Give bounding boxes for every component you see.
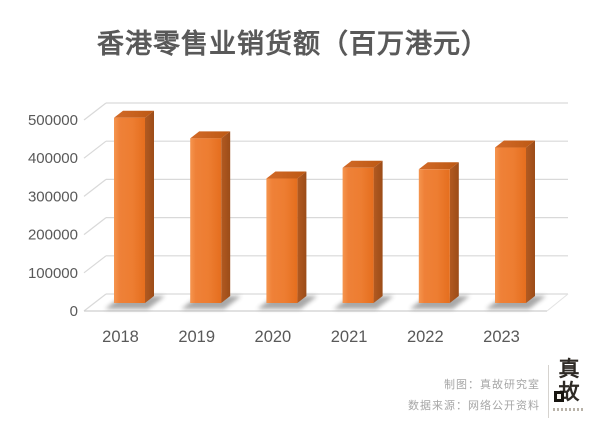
bar-side-face	[297, 171, 307, 303]
y-axis-label-300000: 300000	[28, 188, 78, 205]
y-axis-label-100000: 100000	[28, 265, 78, 282]
bar-side-face	[145, 110, 154, 303]
bar-side-face	[373, 160, 383, 303]
bar-2018	[105, 110, 165, 309]
bar-top-face	[114, 110, 154, 118]
y-axis-label-400000: 400000	[28, 150, 78, 167]
logo-char-1: 真	[558, 358, 580, 381]
bar-top-face	[418, 162, 459, 170]
bar-2019	[181, 131, 242, 309]
bar-2022	[409, 162, 470, 309]
credit-text: 制图：真故研究室	[444, 379, 540, 391]
zhengu-logo: 真 故	[553, 358, 585, 420]
x-axis-label-2021: 2021	[331, 328, 368, 346]
bar-side-face	[449, 162, 459, 303]
bar-front-face	[190, 138, 222, 303]
bar-front-face	[495, 147, 526, 303]
gridline-slant	[83, 293, 107, 312]
gridline-slant	[83, 217, 107, 236]
bar-top-face	[342, 160, 383, 168]
x-axis-label-2022: 2022	[407, 328, 444, 346]
bar-front-face	[114, 117, 145, 303]
y-axis-label-0: 0	[70, 303, 78, 320]
footer-divider	[548, 365, 549, 418]
bar-front-face	[266, 178, 298, 303]
y-axis-label-200000: 200000	[28, 227, 78, 244]
gridline-slant	[83, 140, 107, 159]
bar-2023	[486, 140, 546, 309]
floor-right-edge	[546, 293, 569, 312]
x-axis-label-2019: 2019	[178, 328, 215, 346]
chart-title: 香港零售业销货额（百万港元）	[97, 29, 489, 59]
bar-side-face	[221, 131, 231, 303]
data-source-text: 数据来源：网络公开资料	[408, 400, 540, 412]
gridline-slant	[83, 102, 107, 121]
gridline-slant	[83, 178, 107, 197]
bar-2020	[257, 171, 318, 309]
bar-front-face	[418, 169, 450, 303]
bar-side-face	[526, 140, 535, 303]
logo-seal-mark	[557, 394, 561, 399]
bar-2021	[333, 160, 394, 309]
x-axis-label-2020: 2020	[255, 328, 292, 346]
gridline-slant	[83, 255, 107, 274]
bar-front-face	[342, 167, 374, 303]
y-axis-label-500000: 500000	[28, 112, 78, 129]
bar-top-face	[266, 171, 307, 179]
x-axis-label-2018: 2018	[102, 328, 139, 346]
x-axis-label-2023: 2023	[483, 328, 520, 346]
bar-top-face	[495, 140, 535, 148]
bar-top-face	[190, 131, 231, 139]
logo-seal	[554, 391, 564, 402]
logo-microtext	[553, 408, 585, 411]
